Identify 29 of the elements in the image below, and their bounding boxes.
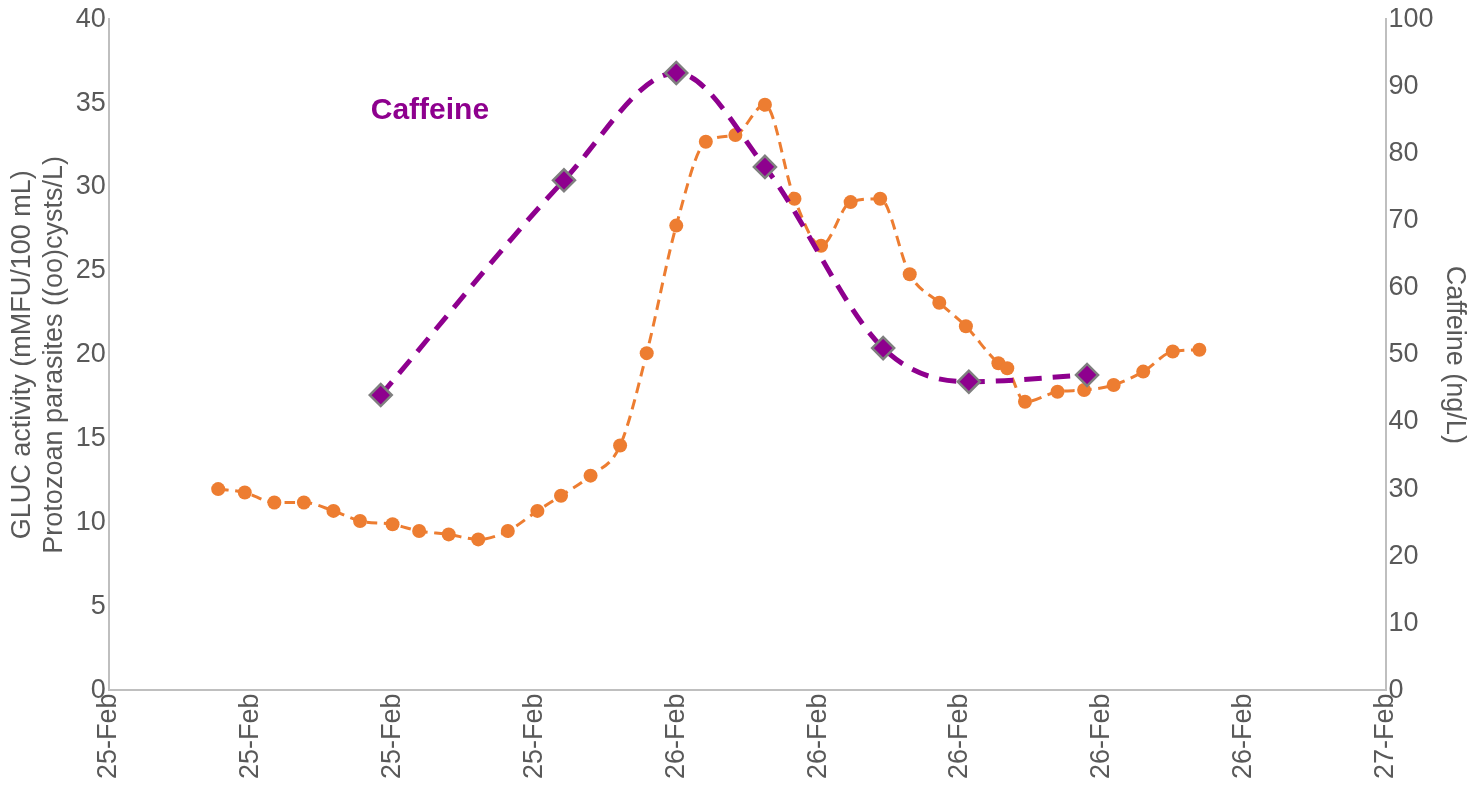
y-tick-label: 35 — [75, 86, 106, 117]
y2-tick-label: 20 — [1388, 539, 1419, 570]
y-tick-label: 40 — [75, 2, 106, 33]
x-tick-label: 26-Feb — [1085, 693, 1116, 780]
y2-tick-label: 60 — [1388, 271, 1419, 302]
y2-tick-label: 90 — [1388, 69, 1419, 100]
x-tick-label: 25-Feb — [234, 693, 265, 780]
x-tick-label: 26-Feb — [1227, 693, 1258, 780]
x-tick-label: 26-Feb — [943, 693, 974, 780]
y-tick-label: 20 — [75, 338, 106, 369]
y2-tick-label: 100 — [1388, 2, 1434, 33]
y-tick-label: 15 — [75, 422, 106, 453]
y-tick-label: 10 — [75, 506, 106, 537]
y-axis-title: GLUC activity (mMFU/100 mL) Protozoan parasites ((oo)cysts/L) — [5, 155, 69, 554]
y2-tick-label: 10 — [1388, 606, 1419, 637]
y2-tick-label: 80 — [1388, 136, 1419, 167]
y2-tick-label: 70 — [1388, 204, 1419, 235]
y-tick-label: 25 — [75, 254, 106, 285]
y2-tick-label: 30 — [1388, 472, 1419, 503]
x-tick-label: 26-Feb — [659, 693, 690, 780]
x-tick-label: 25-Feb — [517, 693, 548, 780]
y-tick-label: 30 — [75, 170, 106, 201]
x-tick-label: 26-Feb — [801, 693, 832, 780]
y2-axis-title: Caffeine (ng/L) — [1441, 265, 1472, 444]
x-tick-label: 25-Feb — [376, 693, 406, 780]
text: Caffeine — [370, 91, 490, 125]
y2-tick-label: 50 — [1388, 338, 1419, 369]
y2-tick-label: 40 — [1388, 405, 1419, 436]
y-tick-label: 5 — [90, 590, 106, 620]
